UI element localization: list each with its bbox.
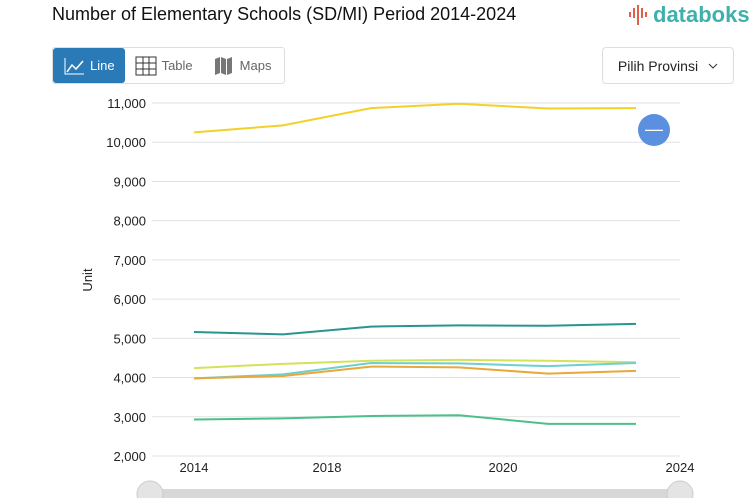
y-axis-label: Unit xyxy=(80,268,95,292)
databoks-logo: databoks xyxy=(628,2,750,28)
y-tick-label: 3,000 xyxy=(113,410,146,425)
y-tick-label: 4,000 xyxy=(113,371,146,386)
chart-title: Number of Elementary Schools (SD/MI) Per… xyxy=(52,4,517,24)
y-tick-label: 8,000 xyxy=(113,214,146,229)
tab-label: Table xyxy=(161,58,193,73)
tab-label: Line xyxy=(90,58,115,73)
series-line xyxy=(193,322,637,336)
collapse-button[interactable]: — xyxy=(638,114,670,146)
tab-label: Maps xyxy=(239,58,272,73)
y-tick-label: 2,000 xyxy=(113,449,146,464)
tab-table[interactable]: Table xyxy=(125,48,203,83)
chevron-down-icon xyxy=(708,63,718,69)
tab-maps[interactable]: Maps xyxy=(203,48,282,83)
series-line xyxy=(193,414,636,425)
map-icon xyxy=(214,56,232,75)
table-icon xyxy=(135,56,157,75)
province-select[interactable]: Pilih Provinsi xyxy=(602,47,734,84)
province-select-label: Pilih Provinsi xyxy=(617,57,699,74)
x-tick-label: 2020 xyxy=(489,460,518,475)
range-slider-handle[interactable] xyxy=(666,480,694,498)
series-line xyxy=(193,102,637,134)
series-line xyxy=(193,365,637,380)
logo-text: databoks xyxy=(653,2,750,27)
x-tick-label: 2024 xyxy=(666,460,695,475)
range-slider-handle[interactable] xyxy=(136,480,164,498)
logo-bars-icon xyxy=(629,5,647,25)
y-tick-label: 7,000 xyxy=(113,253,146,268)
y-tick-label: 10,000 xyxy=(106,135,146,150)
y-tick-label: 9,000 xyxy=(113,174,146,189)
series-line xyxy=(193,358,637,370)
y-tick-label: 5,000 xyxy=(113,331,146,346)
y-tick-label: 6,000 xyxy=(113,292,146,307)
view-tabs: Line Table Maps xyxy=(52,47,285,84)
line-chart-icon xyxy=(64,57,84,74)
series-line xyxy=(193,362,637,380)
tab-line[interactable]: Line xyxy=(53,48,125,83)
range-slider-track[interactable] xyxy=(150,489,680,498)
y-tick-label: 11,000 xyxy=(107,96,146,111)
x-tick-label: 2018 xyxy=(313,460,342,475)
x-tick-label: 2014 xyxy=(180,460,209,475)
